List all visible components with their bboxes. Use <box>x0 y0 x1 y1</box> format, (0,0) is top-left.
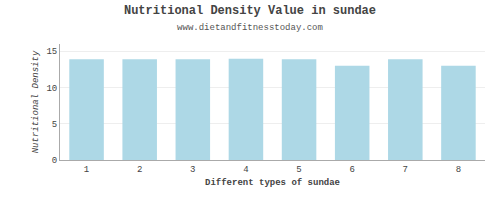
svg-text:1: 1 <box>84 165 89 175</box>
svg-text:2: 2 <box>137 165 142 175</box>
svg-text:5: 5 <box>52 120 57 130</box>
svg-text:Nutritional Density Value in s: Nutritional Density Value in sundaewww.d… <box>124 4 376 33</box>
svg-text:Nutritional Density: Nutritional Density <box>31 50 41 153</box>
svg-text:6: 6 <box>349 165 354 175</box>
svg-text:5: 5 <box>296 165 301 175</box>
svg-text:7: 7 <box>403 165 408 175</box>
svg-text:3: 3 <box>190 165 195 175</box>
svg-text:8: 8 <box>456 165 461 175</box>
svg-text:15: 15 <box>46 47 57 57</box>
svg-text:10: 10 <box>46 84 57 94</box>
svg-text:0: 0 <box>52 156 57 166</box>
svg-text:Different types of sundae: Different types of sundae <box>205 178 340 188</box>
svg-text:4: 4 <box>243 165 248 175</box>
